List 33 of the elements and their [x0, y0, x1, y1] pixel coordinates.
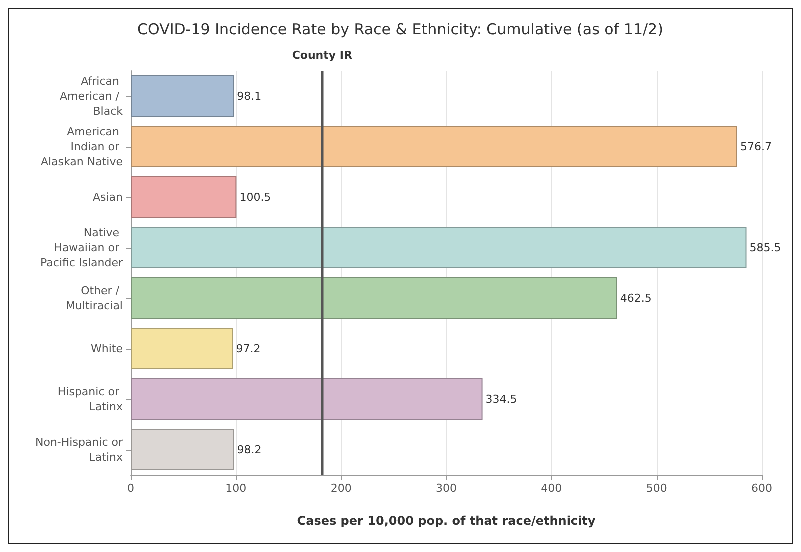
data-label: 462.5 — [620, 292, 652, 305]
x-tick-label: 600 — [752, 482, 772, 495]
x-tick-label: 100 — [226, 482, 247, 495]
y-tick-label: African American / Black — [60, 74, 124, 118]
data-label: 100.5 — [240, 190, 272, 204]
data-label: 334.5 — [486, 392, 518, 406]
chart-title: COVID-19 Incidence Rate by Race & Ethnicity: Cumulative (as of 11/2) — [138, 20, 664, 38]
data-label: 98.2 — [237, 443, 262, 456]
bar — [131, 176, 237, 218]
data-label: 585.5 — [750, 241, 782, 254]
bar — [131, 378, 483, 420]
y-tick-label: Other / Multiracial — [66, 284, 123, 312]
ref-line-label: County IR — [292, 49, 353, 62]
bar — [131, 76, 234, 117]
x-axis-title: Cases per 10,000 pop. of that race/ethnicity — [297, 514, 596, 528]
x-tick-label: 300 — [436, 482, 457, 495]
bar — [131, 328, 234, 370]
y-tick-label: White — [91, 342, 124, 356]
bar — [131, 227, 747, 268]
y-tick-label: American Indian or Alaskan Native — [40, 125, 124, 168]
y-tick-label: Hispanic or Latinx — [58, 385, 124, 414]
bar — [131, 126, 738, 168]
x-tick-label: 200 — [330, 482, 352, 495]
x-tick-label: 500 — [646, 482, 668, 495]
y-tick-label: Native Hawaiian or Pacific Islander — [40, 226, 124, 270]
data-label: 576.7 — [740, 140, 772, 154]
bar — [131, 278, 618, 319]
y-tick-label: Non-Hispanic or Latinx — [35, 436, 124, 464]
data-label: 98.1 — [237, 90, 262, 103]
y-tick-label: Asian — [92, 190, 124, 204]
x-tick-label: 400 — [541, 482, 562, 495]
data-label: 97.2 — [236, 342, 261, 356]
x-tick-label: 0 — [128, 482, 134, 495]
